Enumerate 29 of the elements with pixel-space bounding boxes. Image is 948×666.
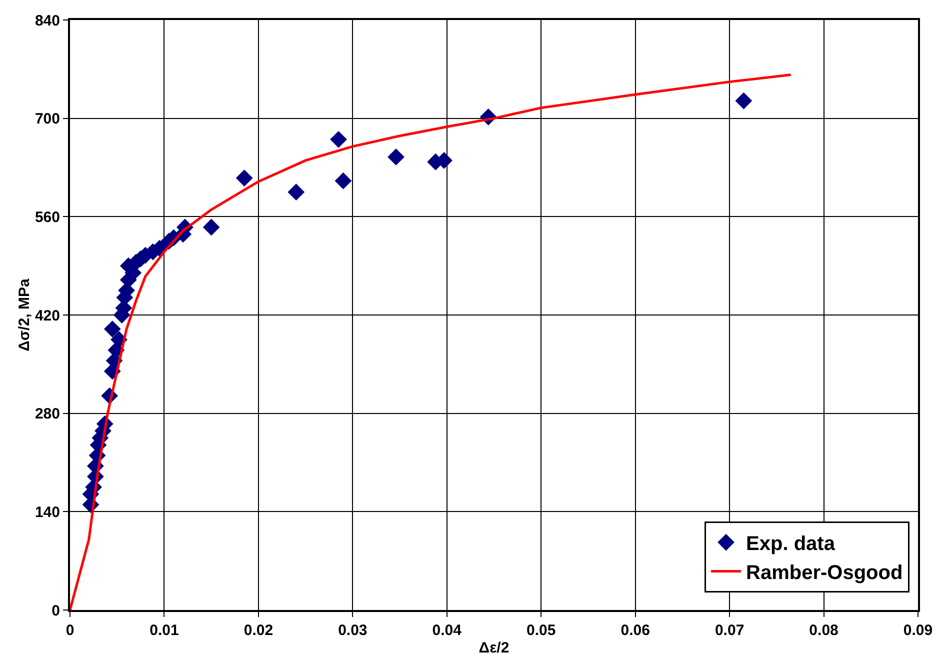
y-tick-label: 0: [52, 602, 60, 620]
x-tick-label: 0.07: [714, 622, 744, 639]
x-tick-label: 0.05: [526, 622, 556, 639]
y-axis-title: Δσ/2, MPa: [16, 278, 33, 352]
x-tick-label: 0.01: [150, 622, 179, 639]
x-tick-label: 0.04: [432, 622, 462, 639]
y-tick-label: 560: [34, 208, 60, 226]
x-tick-label: 0: [66, 622, 74, 639]
x-tick-label: 0.06: [620, 622, 650, 639]
point: [330, 130, 347, 148]
point: [104, 320, 121, 338]
point: [288, 184, 305, 201]
point: [334, 172, 352, 190]
point: [236, 170, 253, 186]
legend-label: Ramber-Osgood: [746, 562, 903, 584]
y-tick-label: 140: [34, 504, 60, 521]
y-tick-label: 280: [34, 406, 60, 423]
x-axis-title: Δε/2: [478, 640, 510, 656]
point: [388, 148, 404, 166]
point: [202, 218, 220, 236]
y-tick-label: 840: [34, 12, 60, 30]
point: [735, 92, 752, 110]
x-tick-label: 0.09: [903, 622, 933, 639]
legend-label: Exp. data: [746, 533, 836, 556]
x-tick-label: 0.03: [338, 622, 368, 639]
y-tick-label: 700: [34, 110, 60, 128]
x-tick-label: 0.08: [809, 622, 838, 639]
x-tick-label: 0.02: [244, 622, 274, 639]
y-tick-label: 420: [34, 307, 60, 324]
